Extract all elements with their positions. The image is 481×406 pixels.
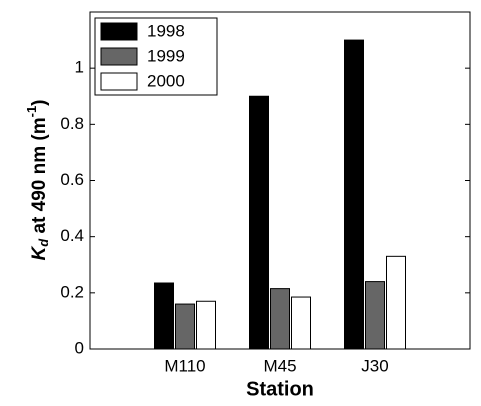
- y-tick-label: 1: [75, 58, 84, 77]
- bar: [154, 282, 174, 350]
- y-label-close: ): [29, 99, 50, 105]
- bar: [270, 288, 290, 350]
- y-label-superscript: -1: [24, 106, 39, 118]
- bar: [196, 300, 216, 350]
- legend-label: 1998: [147, 21, 185, 40]
- y-tick-label: 0.2: [60, 282, 84, 301]
- bar: [365, 281, 385, 350]
- y-tick-label: 0.4: [60, 226, 84, 245]
- y-axis-label: Kd at 490 nm (m-1): [24, 99, 51, 260]
- y-tick-label: 0.8: [60, 114, 84, 133]
- bar: [344, 39, 364, 350]
- x-tick-label: M45: [263, 356, 296, 375]
- bar: [291, 296, 311, 350]
- x-tick-label: J30: [361, 356, 388, 375]
- x-axis-label: Station: [246, 378, 314, 400]
- y-label-text: at 490 nm (m: [29, 117, 50, 238]
- legend-label: 2000: [147, 71, 185, 90]
- bar: [175, 303, 195, 350]
- y-label-subscript: d: [36, 238, 51, 247]
- bar: [249, 95, 269, 350]
- legend-label: 1999: [147, 46, 185, 65]
- y-tick-label: 0: [75, 338, 84, 357]
- legend-swatch: [100, 22, 138, 41]
- y-tick-label: 0.6: [60, 170, 84, 189]
- x-tick-label: M110: [164, 356, 205, 375]
- bar: [386, 255, 406, 350]
- legend-swatch: [100, 72, 138, 91]
- legend-swatch: [100, 47, 138, 66]
- y-label-symbol: K: [29, 246, 50, 261]
